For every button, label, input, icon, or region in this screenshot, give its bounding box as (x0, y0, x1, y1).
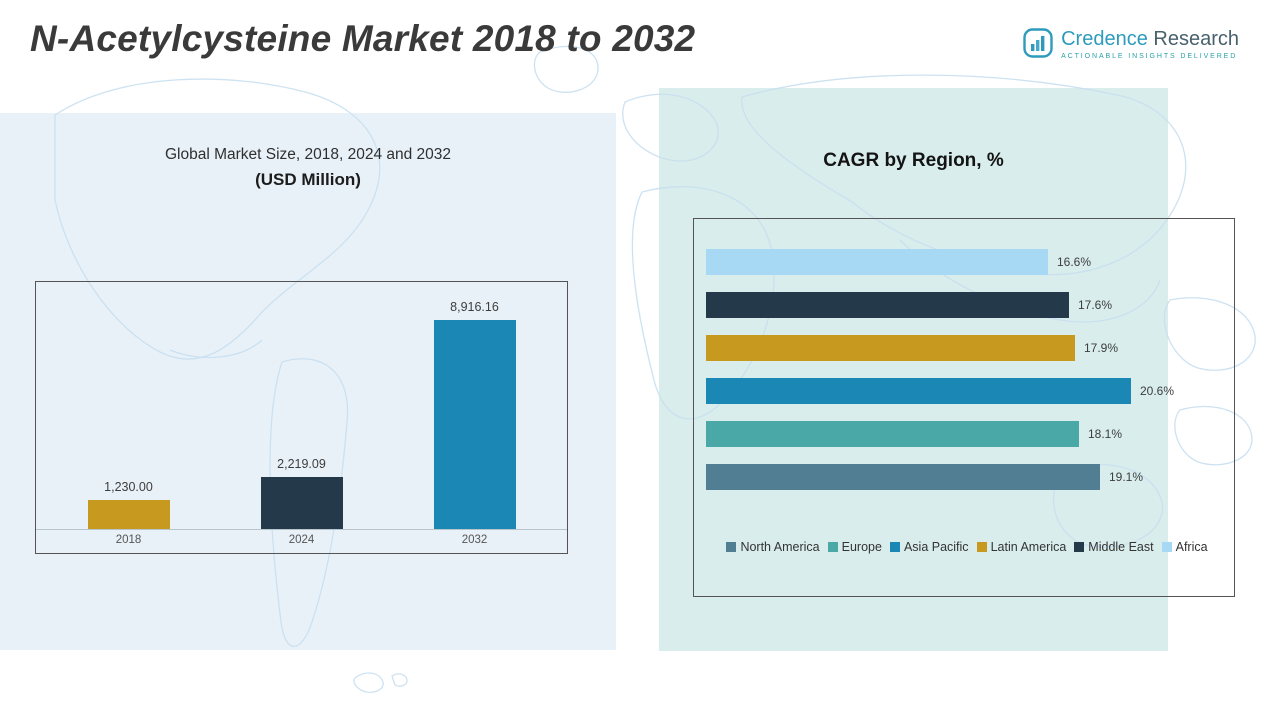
cagr-chart-title: CAGR by Region, % (823, 150, 1004, 171)
cagr-value-label: 17.6% (1078, 298, 1113, 312)
cagr-bar-europe (706, 421, 1079, 447)
legend-label: Europe (841, 540, 882, 554)
legend-label: Africa (1175, 540, 1208, 554)
brand-name-primary: Credence (1061, 28, 1148, 50)
legend-swatch (1161, 542, 1172, 552)
legend-swatch (827, 542, 838, 552)
cagr-bar-latin-america (706, 335, 1075, 361)
bar-group-2018: 1,230.00 (87, 480, 170, 529)
legend-label: North America (740, 540, 820, 554)
market-size-chart-title: Global Market Size, 2018, 2024 and 2032 … (0, 146, 616, 190)
bar-value-label: 8,916.16 (450, 300, 499, 314)
cagr-value-label: 19.1% (1109, 470, 1144, 484)
market-size-title-line1: Global Market Size, 2018, 2024 and 2032 (164, 146, 452, 163)
legend-item-europe: Europe (827, 540, 882, 554)
bar-value-label: 2,219.09 (277, 457, 326, 471)
market-size-bar-2018 (87, 500, 170, 529)
market-size-categories: 2018 2024 2032 (36, 534, 567, 546)
legend-item-asia-pacific: Asia Pacific (889, 540, 969, 554)
cagr-legend: North America Europe Asia Pacific Latin Ame… (700, 540, 1234, 554)
cagr-value-label: 17.9% (1084, 341, 1119, 355)
cagr-row-middle-east: 17.6% (706, 292, 1234, 318)
market-size-bar-2024 (260, 477, 343, 529)
legend-label: Middle East (1088, 540, 1154, 554)
cagr-bar-africa (706, 249, 1048, 275)
brand-text: Credence Research ACTIONABLE INSIGHTS DE… (1061, 28, 1239, 60)
cagr-value-label: 16.6% (1057, 255, 1092, 269)
legend-swatch (976, 542, 987, 552)
cagr-value-label: 18.1% (1088, 427, 1123, 441)
cagr-row-latin-america: 17.9% (706, 335, 1234, 361)
legend-label: Asia Pacific (903, 540, 969, 554)
legend-label: Latin America (990, 540, 1067, 554)
cagr-bar-middle-east (706, 292, 1069, 318)
legend-item-latin-america: Latin America (976, 540, 1067, 554)
legend-swatch (726, 542, 737, 552)
market-size-title-line2: (USD Million) (255, 170, 361, 189)
cagr-bar-north-america (706, 464, 1100, 490)
legend-item-middle-east: Middle East (1074, 540, 1154, 554)
cagr-row-europe: 18.1% (706, 421, 1234, 447)
brand-name-secondary: Research (1153, 28, 1239, 50)
x-axis-label: 2024 (288, 534, 315, 546)
brand-name: Credence Research (1061, 28, 1239, 50)
brand-logo: Credence Research ACTIONABLE INSIGHTS DE… (1023, 28, 1239, 60)
legend-swatch (889, 542, 900, 552)
bar-chart-logo-icon (1023, 28, 1053, 58)
cagr-row-africa: 16.6% (706, 249, 1234, 275)
bar-group-2024: 2,219.09 (260, 457, 343, 529)
cagr-row-asia-pacific: 20.6% (706, 378, 1234, 404)
legend-item-north-america: North America (726, 540, 820, 554)
x-axis-label: 2032 (461, 534, 488, 546)
market-size-plot: 1,230.00 2,219.09 8,916.16 (36, 282, 567, 530)
market-size-bar-2032 (433, 320, 516, 529)
legend-item-africa: Africa (1161, 540, 1208, 554)
page-title: N-Acetylcysteine Market 2018 to 2032 (30, 18, 696, 59)
legend-swatch (1074, 542, 1085, 552)
bar-group-2032: 8,916.16 (433, 300, 516, 529)
cagr-row-north-america: 19.1% (706, 464, 1234, 490)
market-size-chart: 1,230.00 2,219.09 8,916.16 2018 2024 2032 (35, 281, 568, 554)
cagr-rows: 16.6% 17.6% 17.9% 20.6% 18.1% 19.1% (706, 249, 1234, 490)
bar-value-label: 1,230.00 (104, 480, 153, 494)
x-axis-label: 2018 (115, 534, 142, 546)
cagr-value-label: 20.6% (1140, 384, 1175, 398)
cagr-bar-asia-pacific (706, 378, 1131, 404)
cagr-chart: 16.6% 17.6% 17.9% 20.6% 18.1% 19.1% North Ame… (693, 218, 1235, 597)
brand-tagline: ACTIONABLE INSIGHTS DELIVERED (1061, 53, 1238, 60)
